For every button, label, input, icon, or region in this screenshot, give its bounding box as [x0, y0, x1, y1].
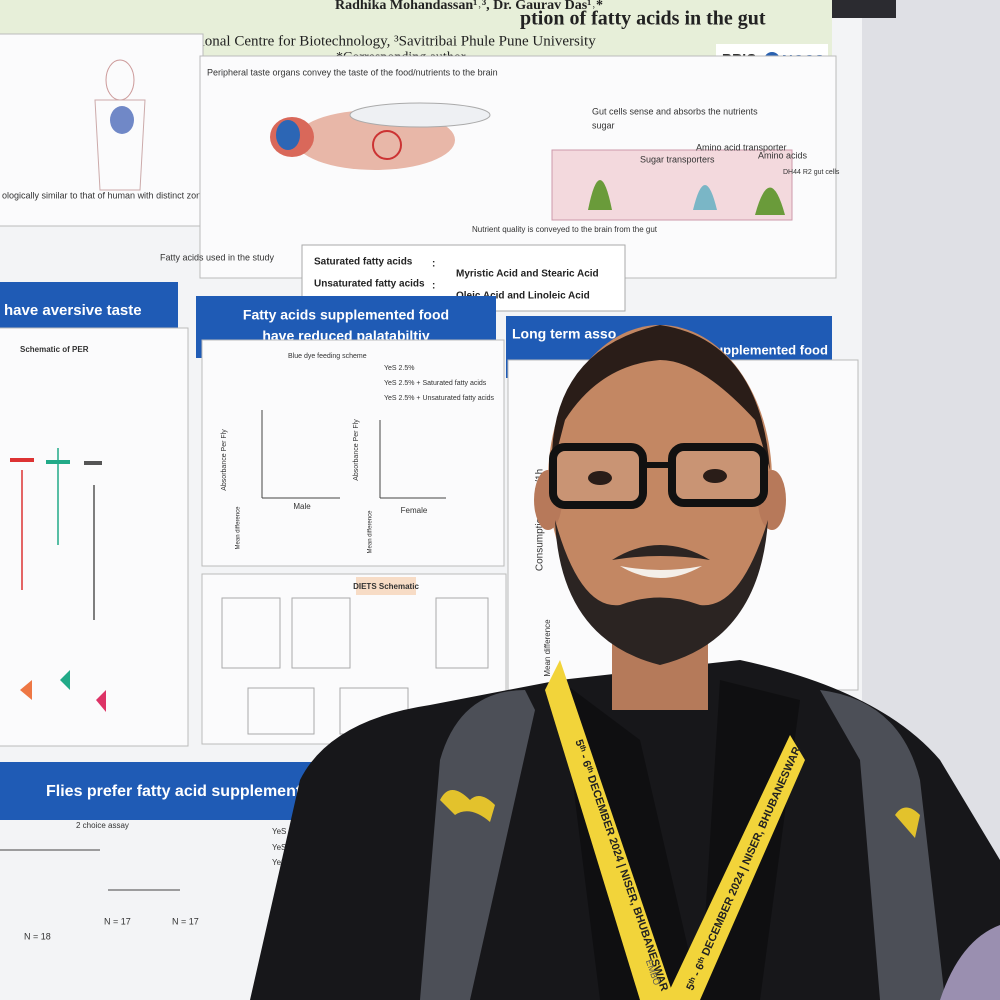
moustache: [612, 545, 710, 560]
section-title: supplemented food: [708, 342, 828, 357]
panel: [201, 339, 505, 567]
gut-cell: [693, 185, 717, 210]
human-body: [94, 99, 146, 191]
gut-cell: [588, 180, 612, 210]
gut-label: DH44 R2 gut cells: [783, 169, 840, 176]
caption: Peripheral taste organs convey the taste…: [207, 67, 498, 77]
legend-entry: YeS 2.5% + Saturated fatty acids: [384, 380, 487, 387]
caption: Nutrient quality is conveyed to the brai…: [472, 225, 658, 234]
axis-label: Absorbance Per Fly: [221, 429, 228, 491]
axis-label: Absorbance Per Fly: [353, 419, 360, 481]
backpack-strap: [420, 690, 535, 1000]
section-title: Fatty acids supplemented food: [243, 307, 449, 323]
gut-label: Amino acids: [758, 150, 808, 160]
diagram-box: [435, 597, 489, 669]
caption: ologically similar to that of human with…: [2, 190, 211, 200]
fly-eye: [276, 120, 300, 150]
plot: [10, 448, 106, 712]
gut-label: Sugar transporters: [640, 154, 715, 164]
top-bar: [830, 0, 896, 18]
section-title: Long term asso: [512, 326, 616, 342]
lanyard: [545, 660, 675, 1000]
eye: [703, 469, 727, 483]
mark: [96, 690, 106, 712]
table-label: Fatty acids used in the study: [160, 252, 275, 262]
eye: [588, 471, 612, 485]
caption: Gut cells sense and absorbs the nutrient…: [592, 106, 758, 116]
fly-wing: [349, 102, 491, 128]
count-label: N = 17: [172, 916, 199, 926]
table-cell: :: [432, 281, 435, 292]
beard: [555, 520, 768, 665]
gut-illustration: [110, 106, 134, 134]
axis-label: Mean difference: [368, 510, 374, 554]
panel: [0, 33, 204, 227]
table-cell: Oleic Acid and Linoleic Acid: [456, 291, 590, 302]
gut-label: sugar: [592, 120, 615, 130]
count-label: N = 17: [104, 916, 131, 926]
diagram-box: [221, 597, 281, 669]
caption: DIETS Schematic: [353, 582, 419, 591]
collar: [560, 680, 700, 1000]
caption: Blue dye feeding scheme: [288, 353, 367, 360]
legend-entry: YeS 2.5% + Unsaturated fatty acids: [384, 395, 495, 402]
gut-label: Amino acid transporter: [696, 142, 787, 152]
logo-patch: [440, 790, 495, 822]
label-box: [356, 577, 416, 595]
mark: [20, 680, 32, 700]
head: [548, 325, 772, 635]
table-cell: Unsaturated fatty acids: [314, 279, 425, 290]
table-cell: Myristic Acid and Stearic Acid: [456, 269, 599, 280]
count-label: N = 18: [24, 931, 51, 941]
section-title: Flies prefer fatty acid supplemented foo: [46, 783, 349, 800]
authors: Radhika Mohandassan¹˒³, Dr. Gaurav Das¹˒…: [335, 0, 603, 13]
teeth: [620, 566, 702, 578]
shoulder: [940, 925, 1000, 1000]
table-cell: :: [432, 259, 435, 270]
axis-label: Mean difference: [543, 619, 552, 677]
fly-gut: [372, 130, 402, 160]
backpack-strap: [820, 690, 945, 1000]
gut-cell: [755, 187, 785, 215]
section-title: have aversive taste: [4, 302, 142, 319]
group-label: Male: [293, 502, 311, 511]
diagram-box: [291, 597, 351, 669]
axis-label: Mean difference: [236, 506, 242, 550]
table-cell: Saturated fatty acids: [314, 257, 413, 268]
caption: Schematic of PER: [20, 345, 89, 354]
legend-entry: YeS 2.5%: [384, 365, 415, 372]
mark: [60, 670, 70, 690]
group-label: Female: [401, 506, 428, 515]
hair: [551, 325, 770, 470]
logo-patch: [895, 807, 920, 838]
poster-title: ption of fatty acids in the gut: [520, 8, 766, 30]
lanyard: [665, 735, 805, 1000]
caption: 2 choice assay: [76, 821, 129, 830]
diagram-box: [247, 687, 315, 735]
